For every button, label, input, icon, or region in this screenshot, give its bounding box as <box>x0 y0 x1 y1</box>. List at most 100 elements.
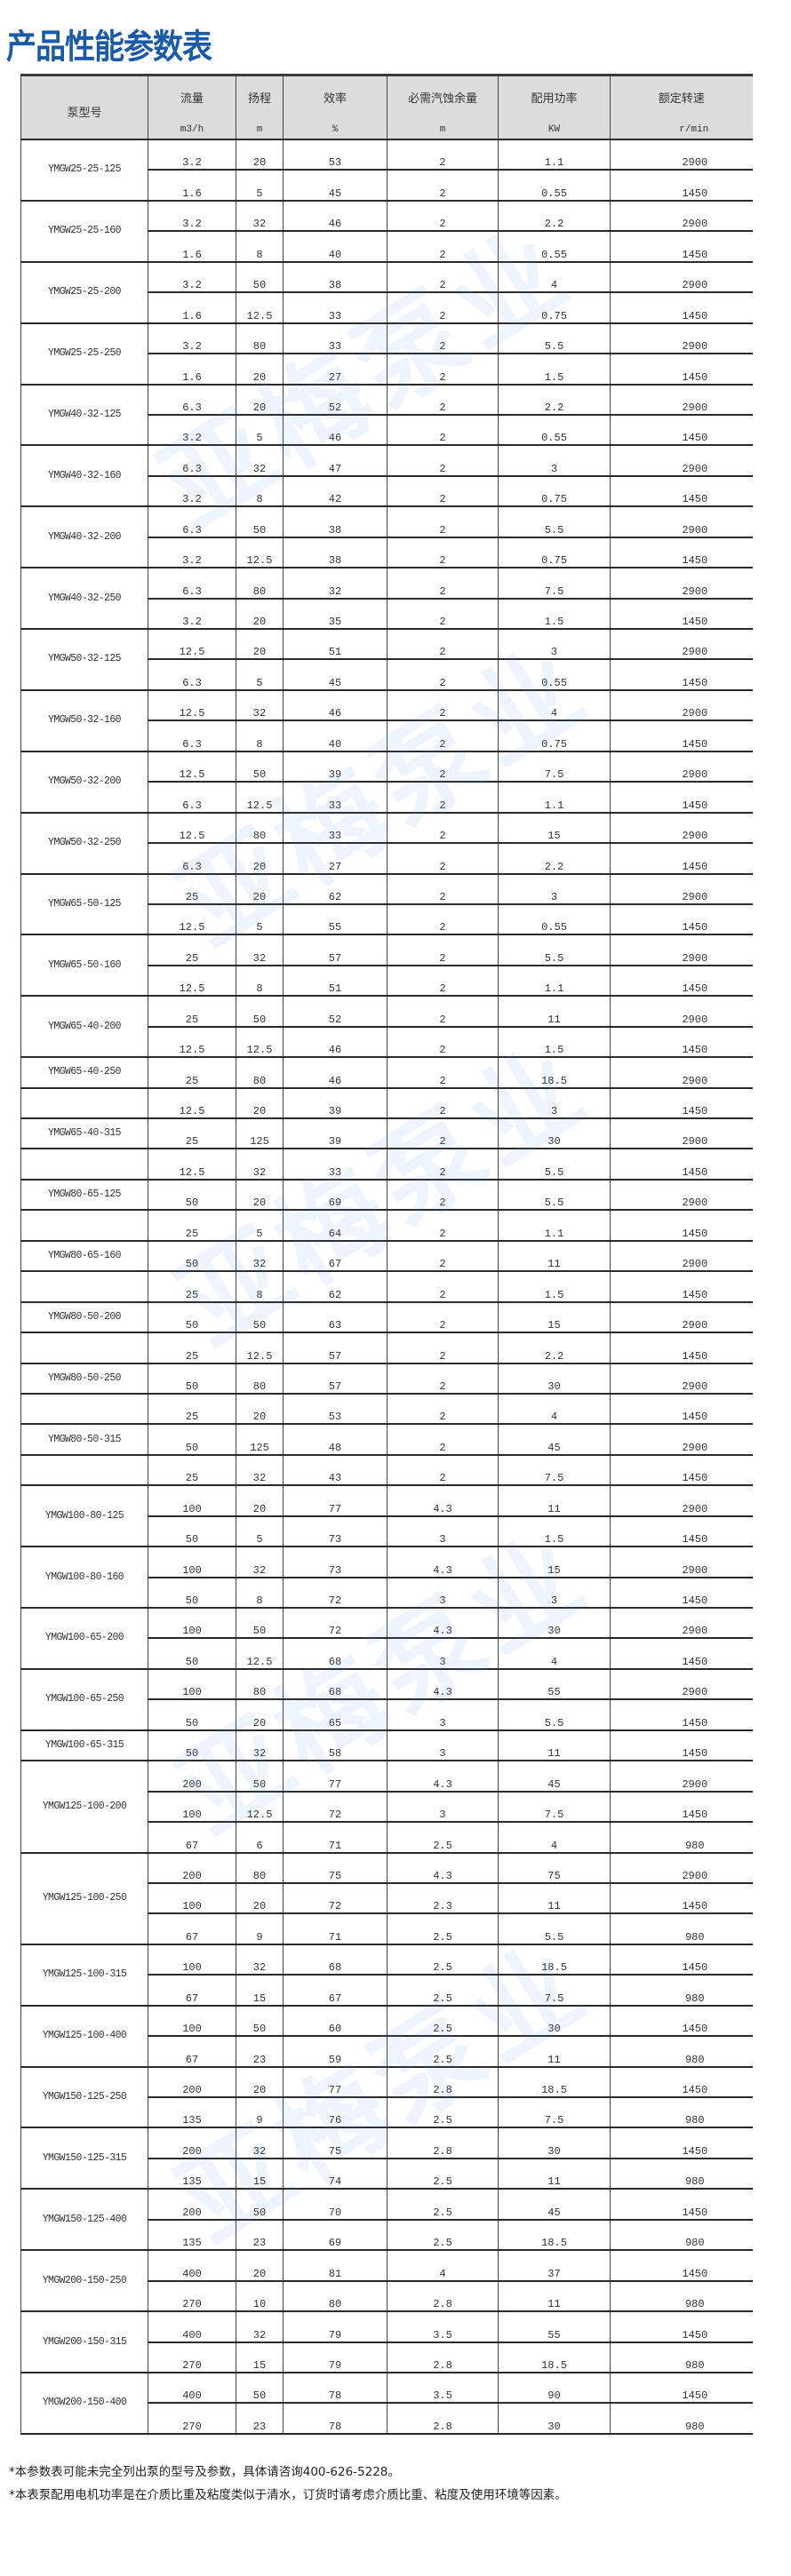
efficiency-cell: 33 <box>283 291 388 324</box>
efficiency-cell: 65 <box>283 1698 388 1731</box>
efficiency-cell: 33 <box>283 322 388 355</box>
page-title: 产品性能参数表 <box>6 27 212 68</box>
efficiency-cell: 79 <box>283 2310 388 2343</box>
power-cell: 15 <box>498 1300 611 1334</box>
power-cell: 1.1 <box>498 964 611 998</box>
npshr-cell: 2 <box>387 1239 499 1273</box>
model-cell: YMGW65-40-250 <box>20 1056 148 1089</box>
table-row: 67 23 59 2.5 11 980 <box>21 2035 753 2068</box>
efficiency-cell: 51 <box>283 964 388 998</box>
head-cell: 50 <box>236 1606 284 1640</box>
table-row: 3.2 8 42 2 0.75 1450 <box>21 474 753 508</box>
npshr-cell: 2 <box>387 230 499 263</box>
efficiency-cell: 74 <box>283 2157 388 2190</box>
head-cell: 20 <box>236 597 284 631</box>
flow-cell: 25 <box>148 1392 236 1426</box>
header-speed: 额定转速 r/min <box>610 74 753 140</box>
power-cell: 3 <box>498 444 611 477</box>
power-cell: 75 <box>498 1851 611 1884</box>
head-cell: 8 <box>236 1270 284 1303</box>
header-unit: m <box>439 124 446 135</box>
power-cell: 4 <box>498 1392 611 1426</box>
model-cell: YMGW125-100-400 <box>20 2004 148 2068</box>
flow-cell: 6.3 <box>148 444 236 477</box>
head-cell: 9 <box>236 2095 284 2129</box>
flow-cell: 3.2 <box>148 199 236 233</box>
head-cell: 20 <box>236 1178 284 1212</box>
head-cell: 80 <box>236 1851 284 1884</box>
npshr-cell: 2 <box>387 1332 499 1364</box>
efficiency-cell: 69 <box>283 1178 388 1212</box>
flow-cell: 12.5 <box>148 750 236 783</box>
model-cell: YMGW200-150-315 <box>20 2310 148 2373</box>
flow-cell: 25 <box>148 1209 236 1242</box>
power-cell: 0.55 <box>498 230 611 263</box>
npshr-cell: 2.5 <box>387 1821 499 1854</box>
npshr-cell: 2.5 <box>387 2095 499 2129</box>
power-cell: 30 <box>498 1606 611 1640</box>
npshr-cell: 3 <box>387 1637 499 1670</box>
npshr-cell: 3.5 <box>387 2371 499 2405</box>
table-row: YMGW40-32-160 6.3 32 47 2 3 2900 <box>20 444 753 508</box>
flow-cell: 50 <box>148 1239 236 1273</box>
npshr-cell: 2 <box>387 781 499 814</box>
header-efficiency: 效率% <box>283 74 388 140</box>
speed-cell: 1450 <box>610 2310 753 2343</box>
npshr-cell: 2.8 <box>387 2065 499 2099</box>
efficiency-cell: 71 <box>283 1821 388 1854</box>
flow-cell: 12.5 <box>148 811 236 845</box>
flow-cell: 6.3 <box>148 781 236 814</box>
head-cell: 10 <box>236 2279 284 2313</box>
power-cell: 3 <box>498 1086 611 1120</box>
power-cell: 5.5 <box>498 322 611 355</box>
npshr-cell: 2.5 <box>387 2218 499 2252</box>
head-cell: 12.5 <box>236 781 284 814</box>
flow-cell: 1.6 <box>148 353 236 386</box>
header-model: 泵型号 <box>20 74 148 140</box>
efficiency-cell: 72 <box>283 1881 388 1915</box>
efficiency-cell: 38 <box>283 260 388 294</box>
power-cell: 7.5 <box>498 567 611 600</box>
npshr-cell: 2 <box>387 444 499 477</box>
table-row: YMGW50-32-125 12.5 20 51 2 3 2900 <box>20 627 753 691</box>
table-row: 100 12.5 72 3 7.5 1450 <box>21 1790 753 1824</box>
model-cell: YMGW65-50-160 <box>20 934 148 998</box>
power-cell: 5.5 <box>498 1698 611 1731</box>
power-cell: 55 <box>498 2310 611 2343</box>
model-cell: YMGW50-32-160 <box>20 688 148 752</box>
speed-cell: 1450 <box>610 1790 753 1824</box>
head-cell: 32 <box>236 1239 284 1273</box>
model-cell: YMGW125-100-315 <box>20 1943 148 2007</box>
flow-cell: 200 <box>148 2127 236 2159</box>
table-row: YMGW100-65-200 100 50 72 4.3 30 2900 <box>20 1606 753 1670</box>
speed-cell: 2900 <box>610 1178 753 1212</box>
power-cell: 5.5 <box>498 1178 611 1212</box>
efficiency-cell: 78 <box>283 2402 388 2435</box>
flow-cell: 25 <box>148 995 236 1028</box>
efficiency-cell: 33 <box>283 811 388 845</box>
flow-cell: 67 <box>148 1974 236 2007</box>
table-row: YMGW125-100-400 100 50 60 2.5 30 1450 <box>20 2004 753 2068</box>
power-cell: 1.5 <box>498 1025 611 1059</box>
speed-cell: 980 <box>610 1974 753 2007</box>
npshr-cell: 2 <box>387 1086 499 1120</box>
table-row: YMGW200-150-400 400 50 78 3.5 90 1450 <box>20 2371 753 2435</box>
npshr-cell: 2 <box>387 1270 499 1303</box>
npshr-cell: 2 <box>387 474 499 508</box>
model-cell: YMGW150-125-315 <box>20 2127 148 2190</box>
power-cell: 11 <box>498 2279 611 2313</box>
model-cell: YMGW65-40-315 <box>20 1117 148 1150</box>
npshr-cell: 2 <box>387 505 499 538</box>
model-cell: YMGW25-25-200 <box>20 260 148 324</box>
flow-cell: 25 <box>148 1453 236 1487</box>
npshr-cell: 2 <box>387 1117 499 1150</box>
model-cell: YMGW200-150-250 <box>20 2249 148 2313</box>
npshr-cell: 2.8 <box>387 2341 499 2373</box>
table-row: YMGW50-32-250 12.5 80 33 2 15 2900 <box>20 811 753 875</box>
head-cell: 12.5 <box>236 536 284 569</box>
model-cell: YMGW50-32-125 <box>20 628 148 691</box>
npshr-cell: 2.5 <box>387 1943 499 1976</box>
speed-cell: 2900 <box>610 1117 753 1150</box>
speed-cell: 2900 <box>610 1667 753 1701</box>
flow-cell: 3.2 <box>148 597 236 631</box>
